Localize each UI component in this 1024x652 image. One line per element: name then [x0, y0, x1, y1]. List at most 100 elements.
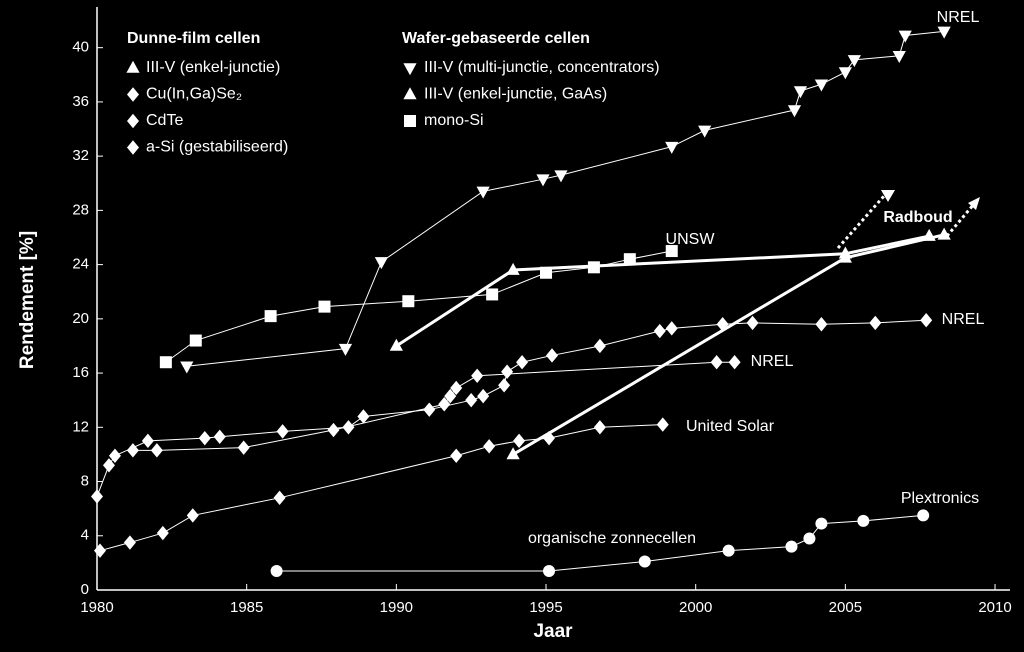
- x-tick-label: 1990: [380, 599, 413, 616]
- marker: [273, 490, 286, 506]
- marker: [869, 315, 882, 331]
- marker: [486, 288, 499, 301]
- marker: [728, 355, 741, 370]
- marker: [506, 447, 520, 460]
- marker: [710, 355, 723, 370]
- marker: [276, 424, 289, 439]
- marker: [653, 323, 666, 339]
- annotation: Radboud: [883, 209, 952, 226]
- annotation: United Solar: [686, 418, 775, 435]
- marker: [506, 262, 520, 275]
- legend-marker: [126, 60, 140, 73]
- marker: [540, 266, 553, 279]
- legend-label: III-V (enkel-junctie): [146, 59, 280, 76]
- marker: [450, 448, 463, 463]
- marker: [477, 388, 490, 404]
- annotation: UNSW: [666, 231, 716, 248]
- marker: [93, 543, 106, 558]
- annotation: NREL: [937, 9, 980, 26]
- projection-arrow: [945, 203, 976, 237]
- legend-label: III-V (enkel-junctie, GaAs): [424, 86, 607, 103]
- annotation: NREL: [942, 311, 985, 328]
- marker: [180, 361, 194, 374]
- y-tick-label: 40: [72, 39, 89, 56]
- marker: [838, 246, 852, 259]
- marker: [264, 310, 277, 323]
- series-line: [165, 250, 672, 363]
- marker: [838, 67, 852, 80]
- marker: [123, 535, 136, 550]
- y-tick-label: 16: [72, 364, 89, 381]
- marker: [857, 514, 870, 527]
- marker: [623, 253, 636, 266]
- marker: [937, 227, 951, 240]
- projection-arrow: [836, 195, 886, 249]
- series-line: [395, 234, 930, 348]
- marker: [389, 338, 403, 351]
- marker: [102, 458, 115, 473]
- marker: [327, 422, 340, 438]
- marker: [237, 440, 250, 455]
- marker: [815, 517, 828, 530]
- marker: [189, 334, 202, 347]
- legend-title: Wafer-gebaseerde cellen: [402, 30, 590, 47]
- legend-label: Cu(In,Ga)Se₂: [146, 86, 242, 103]
- marker: [543, 565, 556, 578]
- marker: [892, 51, 906, 64]
- legend-marker: [403, 87, 417, 100]
- marker: [501, 364, 514, 379]
- series-label: organische zonnecellen: [528, 530, 696, 547]
- legend-title: Dunne-film cellen: [127, 30, 260, 47]
- marker: [815, 317, 828, 332]
- legend-label: CdTe: [146, 112, 183, 129]
- marker: [108, 448, 121, 463]
- marker: [793, 86, 808, 99]
- marker: [656, 417, 669, 432]
- marker: [922, 228, 936, 241]
- marker: [186, 508, 199, 523]
- projection-marker: [881, 190, 895, 202]
- projection-arrowhead: [968, 197, 980, 210]
- marker: [722, 544, 735, 557]
- y-tick-label: 36: [72, 93, 89, 110]
- marker: [787, 105, 802, 118]
- marker: [665, 321, 678, 336]
- marker: [402, 295, 415, 308]
- x-tick-label: 1985: [230, 599, 263, 616]
- marker: [593, 420, 606, 435]
- marker: [318, 300, 331, 313]
- marker: [554, 170, 568, 183]
- marker: [438, 397, 451, 412]
- marker: [471, 368, 484, 383]
- marker: [785, 540, 798, 553]
- y-tick-label: 24: [72, 256, 89, 273]
- marker: [91, 489, 103, 504]
- marker: [638, 555, 651, 568]
- marker: [423, 402, 436, 417]
- annotation: NREL: [751, 353, 794, 370]
- y-tick-label: 20: [72, 310, 89, 327]
- marker: [546, 348, 559, 363]
- marker: [665, 141, 679, 154]
- legend-marker: [127, 87, 139, 102]
- y-tick-label: 8: [81, 473, 89, 490]
- marker: [803, 532, 816, 545]
- legend-marker: [127, 140, 139, 155]
- legend-label: mono-Si: [424, 112, 484, 129]
- marker: [917, 509, 930, 522]
- marker: [898, 30, 912, 43]
- marker: [357, 409, 370, 424]
- marker: [126, 443, 139, 458]
- marker: [665, 245, 678, 258]
- marker: [483, 439, 496, 454]
- marker: [513, 433, 526, 449]
- y-tick-label: 12: [72, 418, 89, 435]
- marker: [465, 392, 478, 408]
- legend-marker: [404, 115, 416, 127]
- series-line: [96, 319, 927, 497]
- marker: [587, 261, 600, 274]
- y-tick-label: 0: [81, 581, 89, 598]
- x-tick-label: 1980: [80, 599, 113, 616]
